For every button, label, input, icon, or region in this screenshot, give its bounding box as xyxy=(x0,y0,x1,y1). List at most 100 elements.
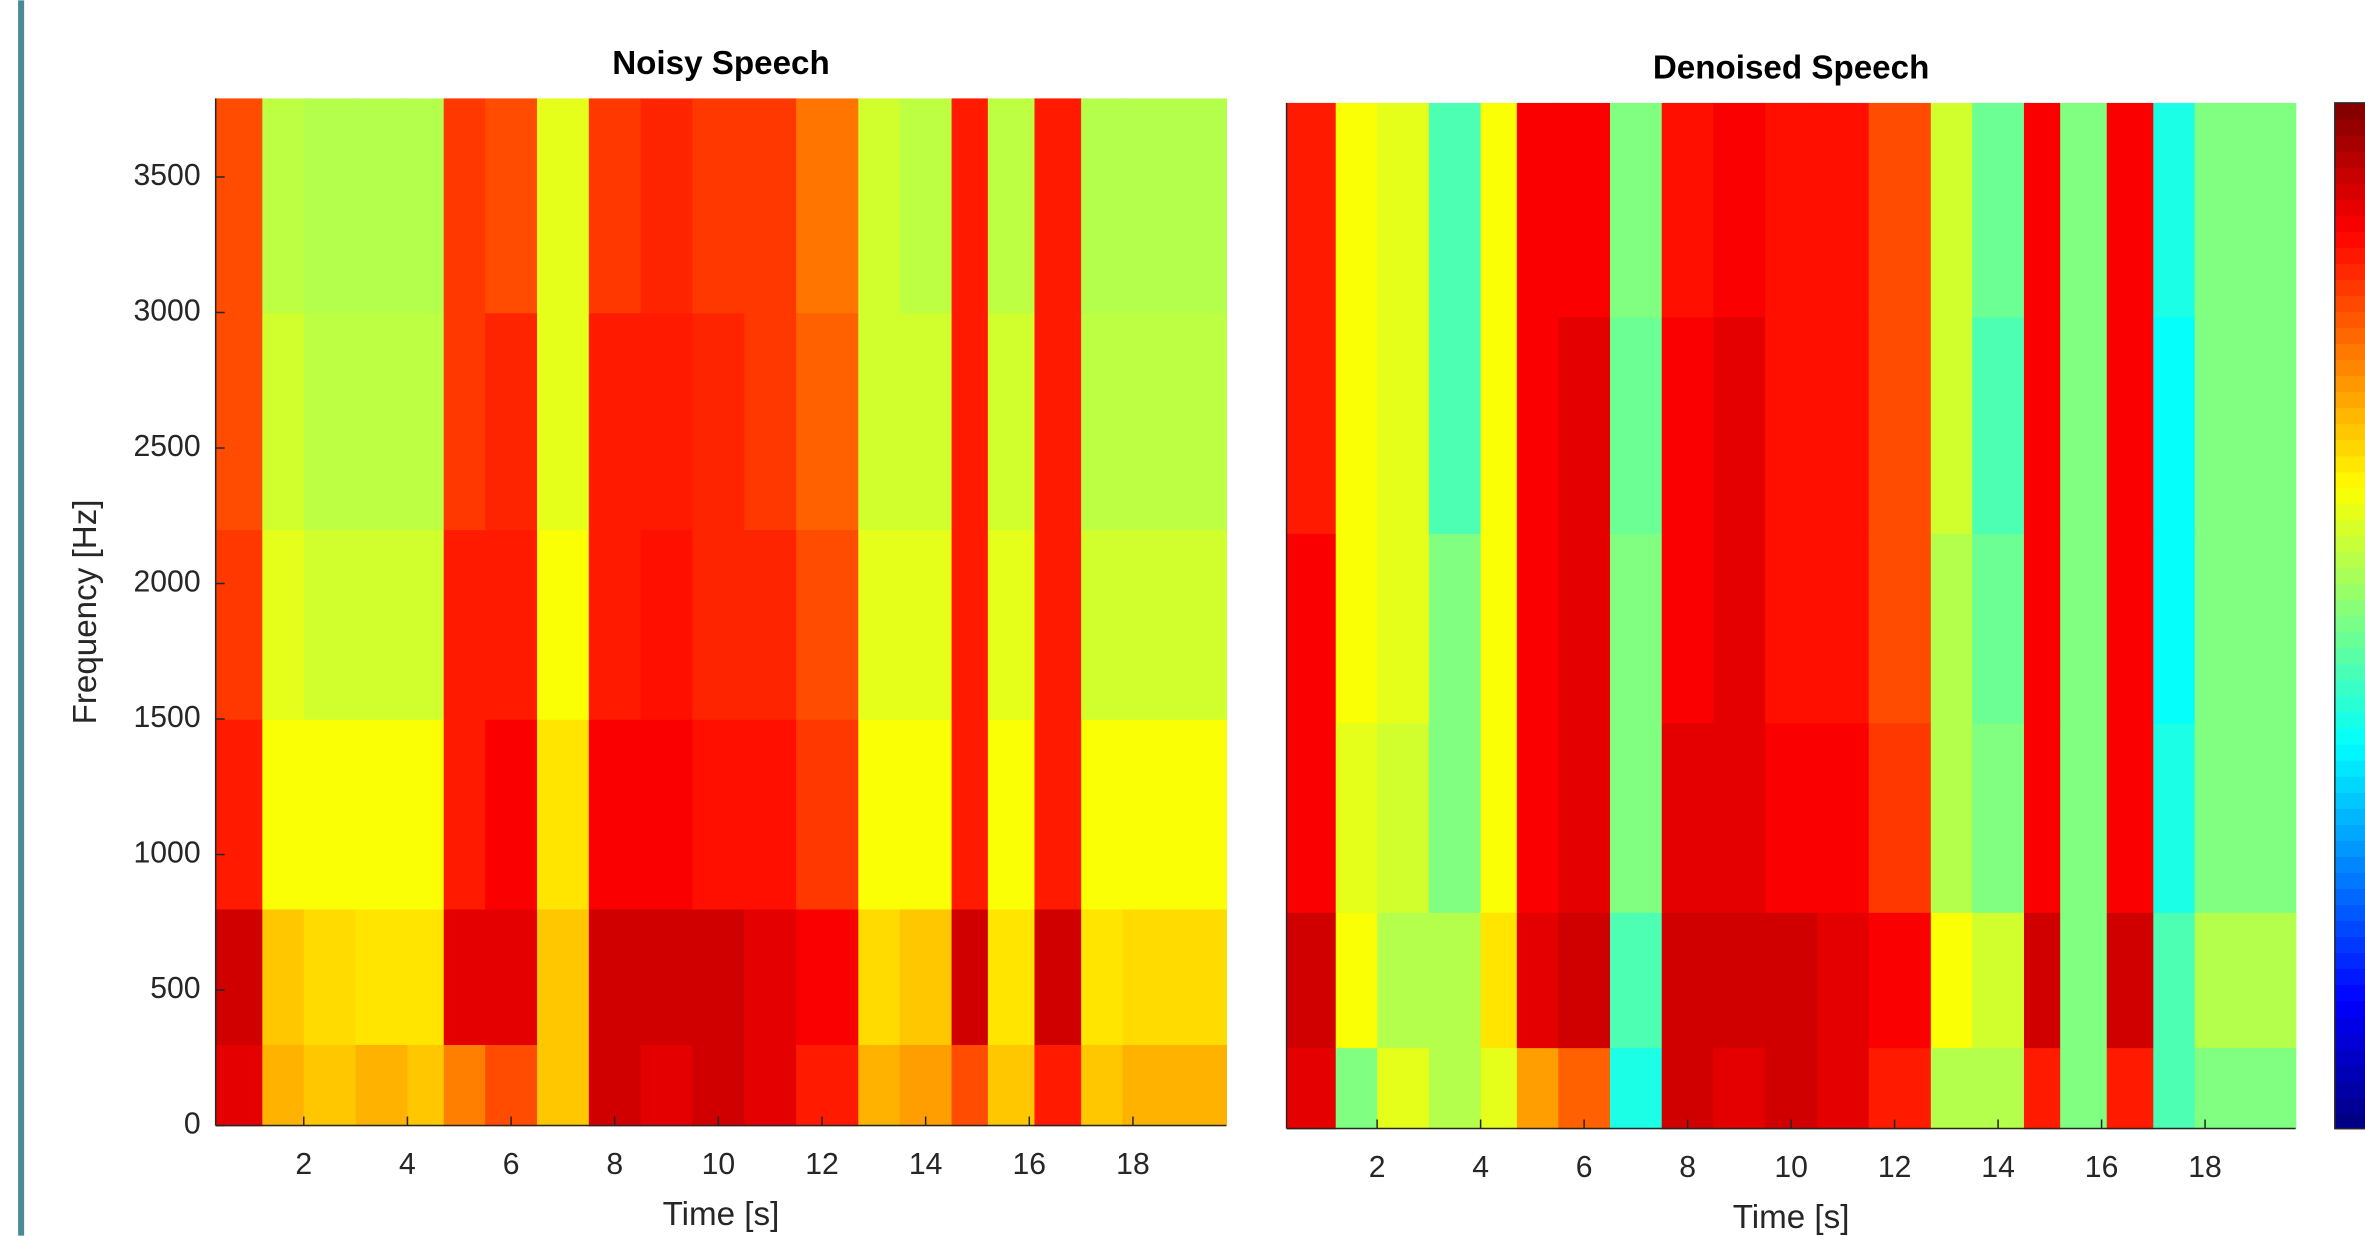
heat-cell xyxy=(1034,908,1082,1045)
left-border xyxy=(18,0,25,1236)
heat-cell xyxy=(1609,912,1663,1049)
heat-cell xyxy=(1034,98,1082,314)
heat-cell xyxy=(744,312,797,531)
x-tick-label: 12 xyxy=(1878,1151,1912,1184)
heat-cell xyxy=(1480,722,1518,913)
heat-cell xyxy=(1377,316,1430,534)
colorbar-swatch xyxy=(2334,663,2365,681)
x-tick-label: 2 xyxy=(1369,1151,1386,1184)
heat-cell xyxy=(215,908,264,1045)
heat-cell xyxy=(355,719,409,910)
heat-cell xyxy=(1428,912,1482,1049)
heat-cell xyxy=(2153,316,2196,534)
heat-cell xyxy=(1609,102,1663,318)
colorbar-swatch xyxy=(2334,583,2365,601)
heat-cell xyxy=(536,908,590,1045)
heat-cell xyxy=(1558,912,1611,1049)
heat-cell xyxy=(692,719,746,910)
colorbar-swatch xyxy=(2334,743,2365,761)
heat-cell xyxy=(951,98,989,314)
heat-cell xyxy=(1972,316,2025,534)
heat-cell xyxy=(2194,722,2297,913)
heat-cell xyxy=(536,1044,590,1127)
heat-cell xyxy=(536,312,590,531)
heat-cell xyxy=(744,908,797,1045)
heat-cell xyxy=(262,98,305,314)
heat-cell xyxy=(2194,1047,2297,1130)
chart-title: Noisy Speech xyxy=(612,45,830,82)
heat-cell xyxy=(536,719,590,910)
heat-cell xyxy=(1930,722,1973,913)
heat-cell xyxy=(1377,102,1430,318)
heat-cell xyxy=(1972,722,2025,913)
heat-cell xyxy=(1930,1047,1973,1130)
heat-cell xyxy=(1480,1047,1518,1130)
colorbar-swatch xyxy=(2334,920,2365,938)
heat-cell xyxy=(692,1044,746,1127)
heat-cell xyxy=(1516,316,1559,534)
heat-cell xyxy=(2023,722,2061,913)
x-tick-label: 14 xyxy=(909,1148,943,1181)
heat-cell xyxy=(303,529,357,720)
heat-cell xyxy=(2106,1047,2155,1130)
colorbar-swatch xyxy=(2334,936,2365,954)
heat-cell xyxy=(1122,529,1227,720)
heat-cell xyxy=(2023,533,2061,724)
heat-cell xyxy=(1286,912,1337,1049)
heat-cell xyxy=(1868,102,1932,318)
heat-cell xyxy=(1286,102,1337,318)
x-tick-label: 18 xyxy=(2188,1151,2222,1184)
heat-cell xyxy=(1335,102,1378,318)
heat-cell xyxy=(1335,722,1378,913)
heat-cell xyxy=(2023,102,2061,318)
heat-cell xyxy=(1286,533,1337,724)
heat-cell xyxy=(1930,316,1973,534)
heat-cell xyxy=(2194,316,2297,534)
heat-cell xyxy=(692,98,746,314)
heat-cell xyxy=(987,719,1036,910)
heat-cell xyxy=(1868,722,1932,913)
heat-cell xyxy=(1661,912,1715,1049)
colorbar-swatch xyxy=(2334,439,2365,457)
x-tick-label: 10 xyxy=(1774,1151,1808,1184)
heat-cell xyxy=(858,719,901,910)
heat-cell xyxy=(640,312,694,531)
heat-cell xyxy=(588,908,642,1045)
colorbar-swatch xyxy=(2334,808,2365,825)
colorbar-swatch xyxy=(2334,455,2365,473)
x-tick-label: 18 xyxy=(1116,1148,1150,1181)
colorbar-swatch xyxy=(2334,199,2365,216)
heat-cell xyxy=(2060,533,2108,724)
heat-cell xyxy=(1609,1047,1663,1130)
heat-cell xyxy=(1930,912,1973,1049)
colorbar-swatch xyxy=(2334,391,2365,409)
heat-cell xyxy=(407,908,445,1045)
heat-cell xyxy=(1609,316,1663,534)
colorbar-swatch xyxy=(2334,1080,2365,1098)
heat-cell xyxy=(744,1044,797,1127)
heat-cell xyxy=(640,719,694,910)
heat-cell xyxy=(1558,1047,1611,1130)
colorbar-swatch xyxy=(2334,984,2365,1002)
heat-cell xyxy=(1816,1047,1870,1130)
heat-cell xyxy=(987,312,1036,531)
colorbar-swatch xyxy=(2334,567,2365,585)
heat-cell xyxy=(796,312,860,531)
heat-cell xyxy=(1661,722,1715,913)
heat-cell xyxy=(443,312,486,531)
colorbar-swatch xyxy=(2334,647,2365,665)
colorbar-swatch xyxy=(2334,167,2365,184)
heat-cell xyxy=(1816,316,1870,534)
heat-cell xyxy=(407,719,445,910)
colorbar-swatch xyxy=(2334,792,2365,809)
chart-title: Denoised Speech xyxy=(1653,50,1930,87)
heat-cell xyxy=(640,1044,694,1127)
heat-cell xyxy=(1286,316,1337,534)
y-tick-label: 1000 xyxy=(134,836,201,869)
heat-cell xyxy=(1335,912,1378,1049)
heat-cell xyxy=(1480,316,1518,534)
heat-cell xyxy=(1122,908,1227,1045)
heat-cell xyxy=(355,312,409,531)
heat-cell xyxy=(1516,912,1559,1049)
